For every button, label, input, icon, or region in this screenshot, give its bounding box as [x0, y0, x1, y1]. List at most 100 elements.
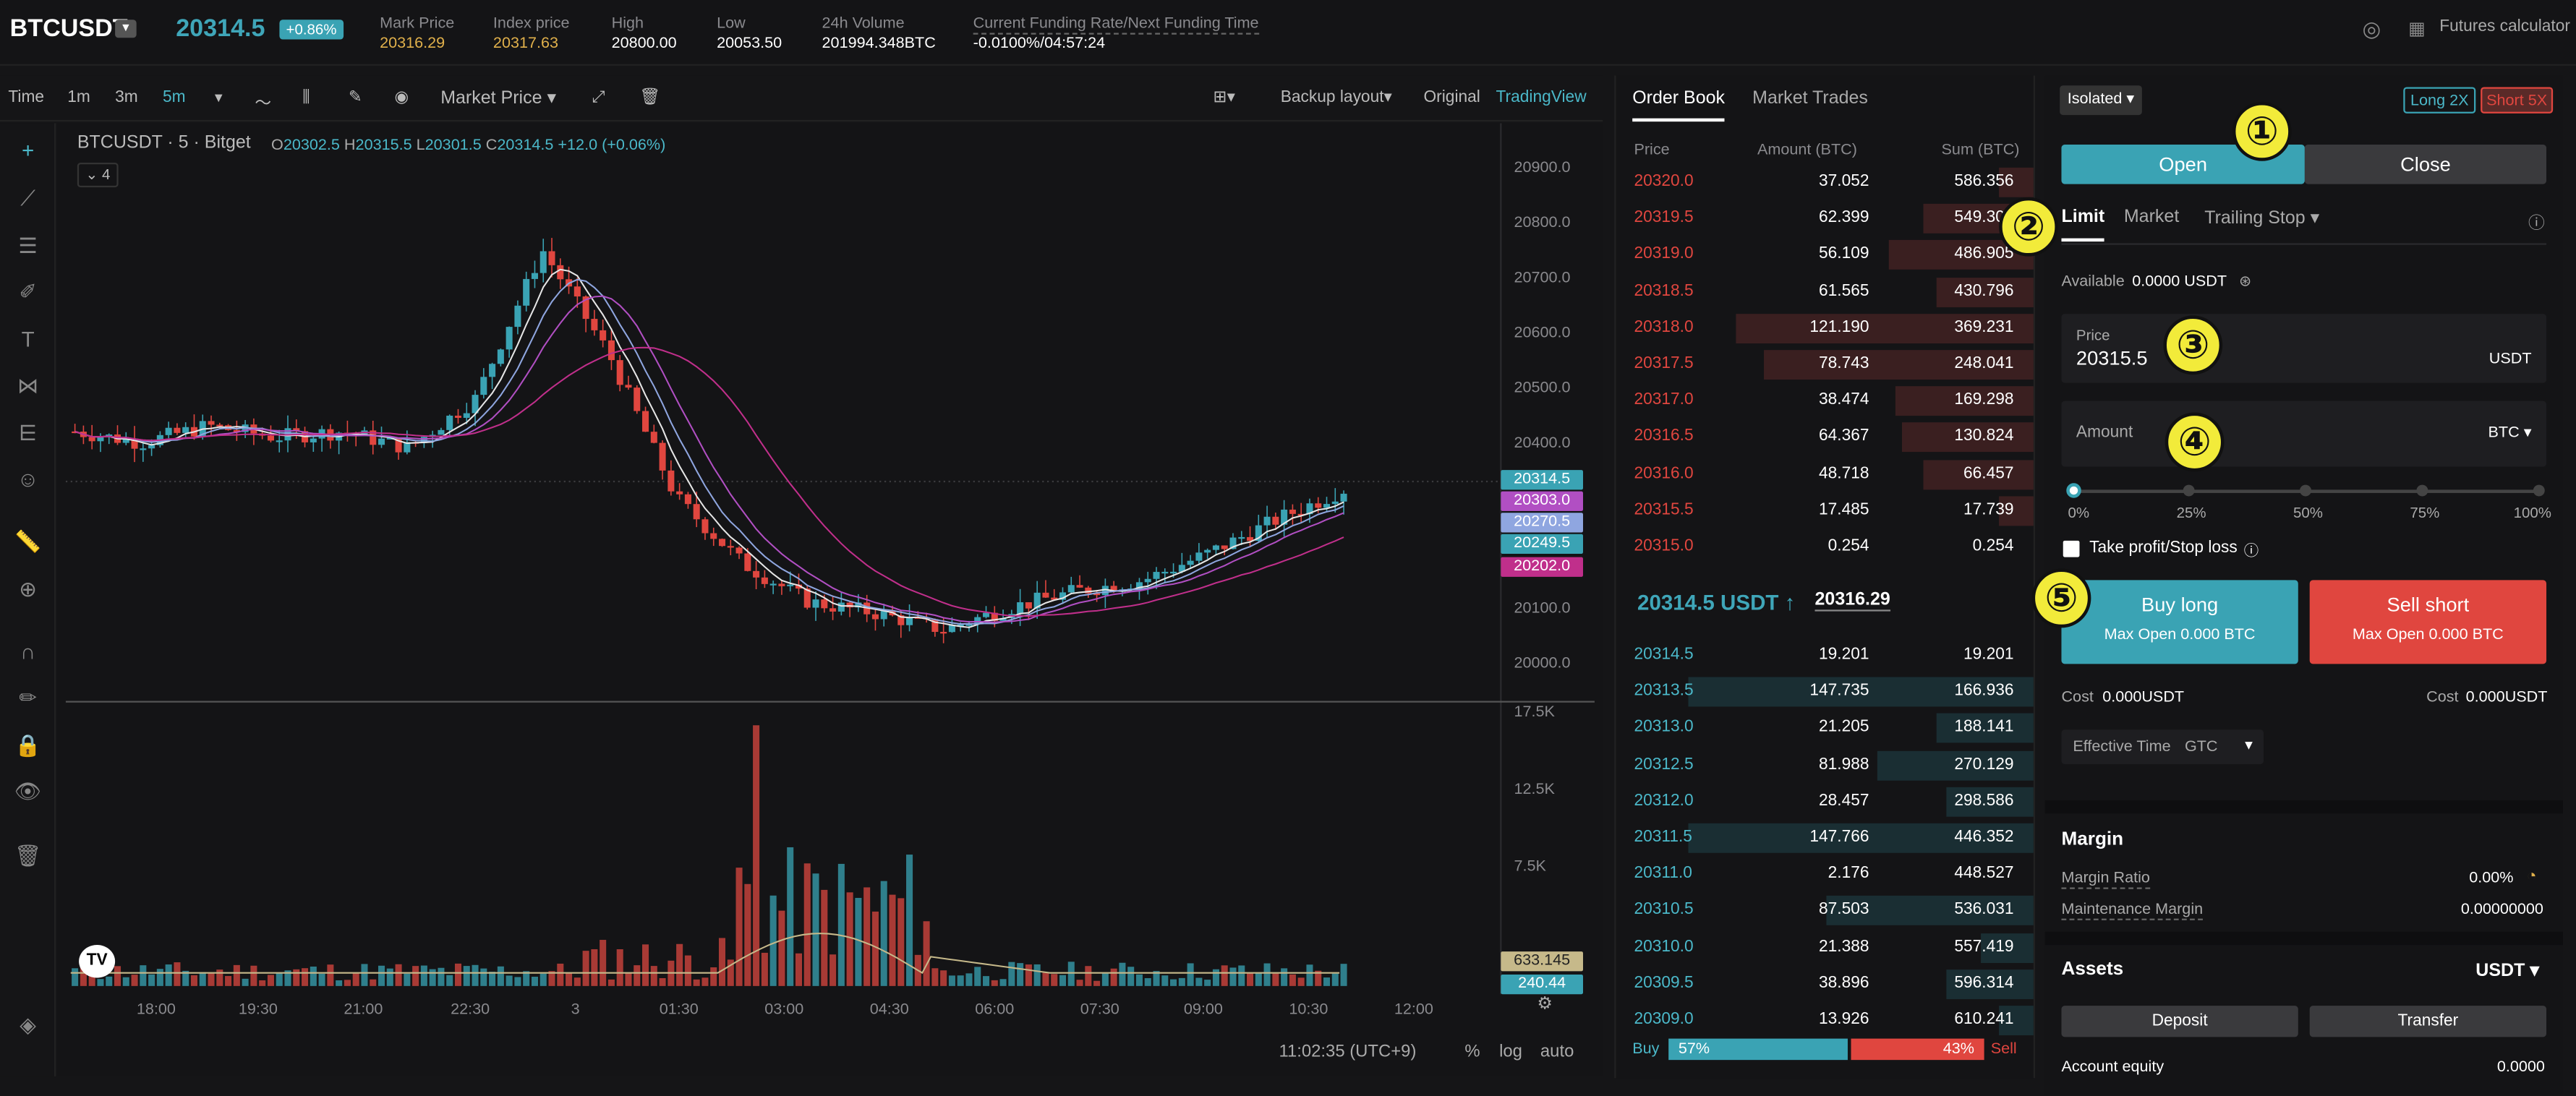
indicator-icon[interactable]: 〜: [255, 95, 272, 114]
sell-label: Sell: [1990, 1040, 2017, 1058]
fullscreen-icon[interactable]: ⤢: [592, 88, 605, 107]
eye-icon[interactable]: 👁: [14, 779, 42, 804]
stat-funding[interactable]: Current Funding Rate/Next Funding Time -0…: [973, 14, 1259, 53]
bid-row[interactable]: 20309.5 38.896 596.314: [1616, 966, 2037, 1002]
price-input[interactable]: Price 20315.5 USDT: [2061, 314, 2547, 383]
effective-time-dropdown[interactable]: Effective Time GTC ▼: [2061, 729, 2264, 764]
ma-line-medium: [74, 278, 1344, 625]
long-leverage-button[interactable]: Long 2X: [2403, 87, 2476, 114]
bid-row[interactable]: 20312.5 81.988 270.129: [1616, 747, 2037, 783]
close-tab[interactable]: Close: [2304, 145, 2547, 184]
horizontal-lines-icon[interactable]: ☰: [18, 233, 38, 258]
ask-row[interactable]: 20315.0 0.254 0.254: [1616, 529, 2037, 565]
trendline-icon[interactable]: ⟋: [20, 185, 35, 210]
interval-1m[interactable]: 1m: [67, 88, 90, 107]
ask-row[interactable]: 20320.0 37.052 586.356: [1616, 164, 2037, 200]
available-info-icon[interactable]: ⊛: [2238, 273, 2252, 290]
camera-icon[interactable]: ◉: [394, 88, 409, 107]
pencil-lock-icon[interactable]: ✏: [19, 685, 38, 710]
delete-icon[interactable]: 🗑: [14, 843, 42, 868]
price-type-dropdown[interactable]: Market Price ▾: [440, 88, 557, 109]
backup-layout-dropdown[interactable]: Backup layout▾: [1280, 88, 1392, 107]
ask-row[interactable]: 20316.5 64.367 130.824: [1616, 420, 2037, 456]
layers-icon[interactable]: ◈: [20, 1012, 37, 1037]
tpsl-label[interactable]: Take profit/Stop loss: [2089, 539, 2238, 557]
text-icon[interactable]: T: [21, 327, 35, 352]
percent-toggle[interactable]: %: [1464, 1042, 1480, 1062]
margin-ratio-label[interactable]: Margin Ratio: [2061, 869, 2150, 889]
bid-row[interactable]: 20310.0 21.388 557.419: [1616, 930, 2037, 966]
auto-toggle[interactable]: auto: [1540, 1042, 1574, 1062]
bid-row[interactable]: 20312.0 28.457 298.586: [1616, 784, 2037, 820]
series-collapse-button[interactable]: ⌄ 4: [77, 163, 119, 188]
pattern-icon[interactable]: ⋈: [17, 372, 39, 398]
measure-lines-icon[interactable]: ⋿: [18, 420, 38, 446]
interval-3m[interactable]: 3m: [115, 88, 138, 107]
bid-row[interactable]: 20313.0 21.205 188.141: [1616, 711, 2037, 747]
chart-settings-icon[interactable]: ⚙: [1537, 994, 1553, 1014]
interval-dropdown-icon[interactable]: ▼: [212, 90, 226, 106]
ask-row[interactable]: 20317.5 78.743 248.041: [1616, 347, 2037, 383]
deposit-button[interactable]: Deposit: [2061, 1006, 2298, 1037]
tab-order-book[interactable]: Order Book: [1632, 89, 1726, 122]
bid-row[interactable]: 20311.5 147.766 446.352: [1616, 820, 2037, 856]
transfer-button[interactable]: Transfer: [2309, 1006, 2547, 1037]
lock-icon[interactable]: 🔒: [14, 732, 42, 758]
order-type-limit[interactable]: Limit: [2061, 207, 2105, 242]
trash-icon[interactable]: 🗑: [639, 88, 661, 107]
log-toggle[interactable]: log: [1499, 1042, 1522, 1062]
bid-row[interactable]: 20311.0 2.176 448.527: [1616, 857, 2037, 893]
margin-mode-dropdown[interactable]: Isolated ▾: [2060, 85, 2142, 116]
time-tick: 09:00: [1184, 1000, 1223, 1018]
ruler-icon[interactable]: 📏: [14, 528, 42, 555]
tpsl-checkbox[interactable]: [2063, 540, 2080, 557]
interval-5m[interactable]: 5m: [163, 88, 186, 107]
slider-handle[interactable]: [2066, 483, 2081, 498]
bid-row[interactable]: 20309.0 13.926 610.241: [1616, 1003, 2037, 1039]
calculator-icon[interactable]: ▦: [2408, 20, 2426, 40]
assets-currency-dropdown[interactable]: USDT ▾: [2475, 961, 2539, 982]
ask-row[interactable]: 20317.0 38.474 169.298: [1616, 383, 2037, 419]
amount-unit-dropdown[interactable]: BTC ▾: [2488, 424, 2532, 442]
crosshair-icon[interactable]: +: [22, 137, 35, 163]
ask-row[interactable]: 20315.5 17.485 17.739: [1616, 492, 2037, 528]
ask-row[interactable]: 20318.5 61.565 430.796: [1616, 274, 2037, 310]
tpsl-info-icon[interactable]: ⓘ: [2243, 542, 2259, 559]
bid-row[interactable]: 20314.5 19.201 19.201: [1616, 638, 2037, 674]
bid-row[interactable]: 20313.5 147.735 166.936: [1616, 674, 2037, 710]
location-icon[interactable]: ◎: [2362, 16, 2381, 41]
original-view-button[interactable]: Original: [1423, 88, 1480, 107]
futures-calculator-link[interactable]: Futures calculator: [2439, 18, 2570, 37]
candle-type-icon[interactable]: ⫼: [302, 88, 310, 107]
bid-row[interactable]: 20310.5 87.503 536.031: [1616, 893, 2037, 929]
buy-long-button[interactable]: Buy long Max Open 0.000 BTC: [2061, 580, 2298, 664]
tradingview-logo-icon[interactable]: TV: [79, 945, 116, 978]
price-value[interactable]: 20315.5: [2076, 346, 2148, 370]
tradingview-button[interactable]: TradingView: [1496, 88, 1587, 107]
edit-icon[interactable]: ✎: [348, 88, 362, 107]
info-icon[interactable]: ⓘ: [2528, 215, 2545, 234]
symbol-selector[interactable]: BTCUSDT: [9, 14, 128, 43]
emoji-icon[interactable]: ☺: [17, 466, 39, 492]
order-type-trailing-stop[interactable]: Trailing Stop ▾: [2204, 208, 2320, 228]
zoom-in-icon[interactable]: ⊕: [19, 576, 38, 601]
chart-canvas[interactable]: 20900.0 20800.0 20700.0 20600.0 20500.0 20400…: [58, 123, 1603, 1076]
ask-row[interactable]: 20319.5 62.399 549.304: [1616, 201, 2037, 237]
order-type-market[interactable]: Market: [2123, 207, 2180, 227]
amount-input[interactable]: Amount BTC ▾: [2061, 401, 2547, 467]
tab-market-trades[interactable]: Market Trades: [1752, 88, 1868, 109]
layout-grid-icon[interactable]: ⊞▾: [1213, 88, 1236, 107]
short-leverage-button[interactable]: Short 5X: [2481, 87, 2554, 114]
price-chart[interactable]: 20900.0 20800.0 20700.0 20600.0 20500.0 20400…: [57, 123, 1603, 1076]
time-button[interactable]: Time: [8, 88, 45, 107]
ask-row[interactable]: 20318.0 121.190 369.231: [1616, 310, 2037, 346]
col-sum: Sum (BTC): [1941, 141, 2020, 160]
ask-row[interactable]: 20319.0 56.109 486.905: [1616, 237, 2037, 273]
symbol-dropdown-icon[interactable]: ▼: [115, 20, 137, 38]
maintenance-margin-label[interactable]: Maintenance Margin: [2061, 901, 2204, 920]
ask-row[interactable]: 20316.0 48.718 66.457: [1616, 456, 2037, 492]
magnet-icon[interactable]: ∩: [20, 639, 36, 664]
brush-icon[interactable]: ✐: [19, 279, 38, 304]
cost-long-value: 0.000USDT: [2102, 688, 2185, 707]
sell-short-button[interactable]: Sell short Max Open 0.000 BTC: [2309, 580, 2547, 664]
